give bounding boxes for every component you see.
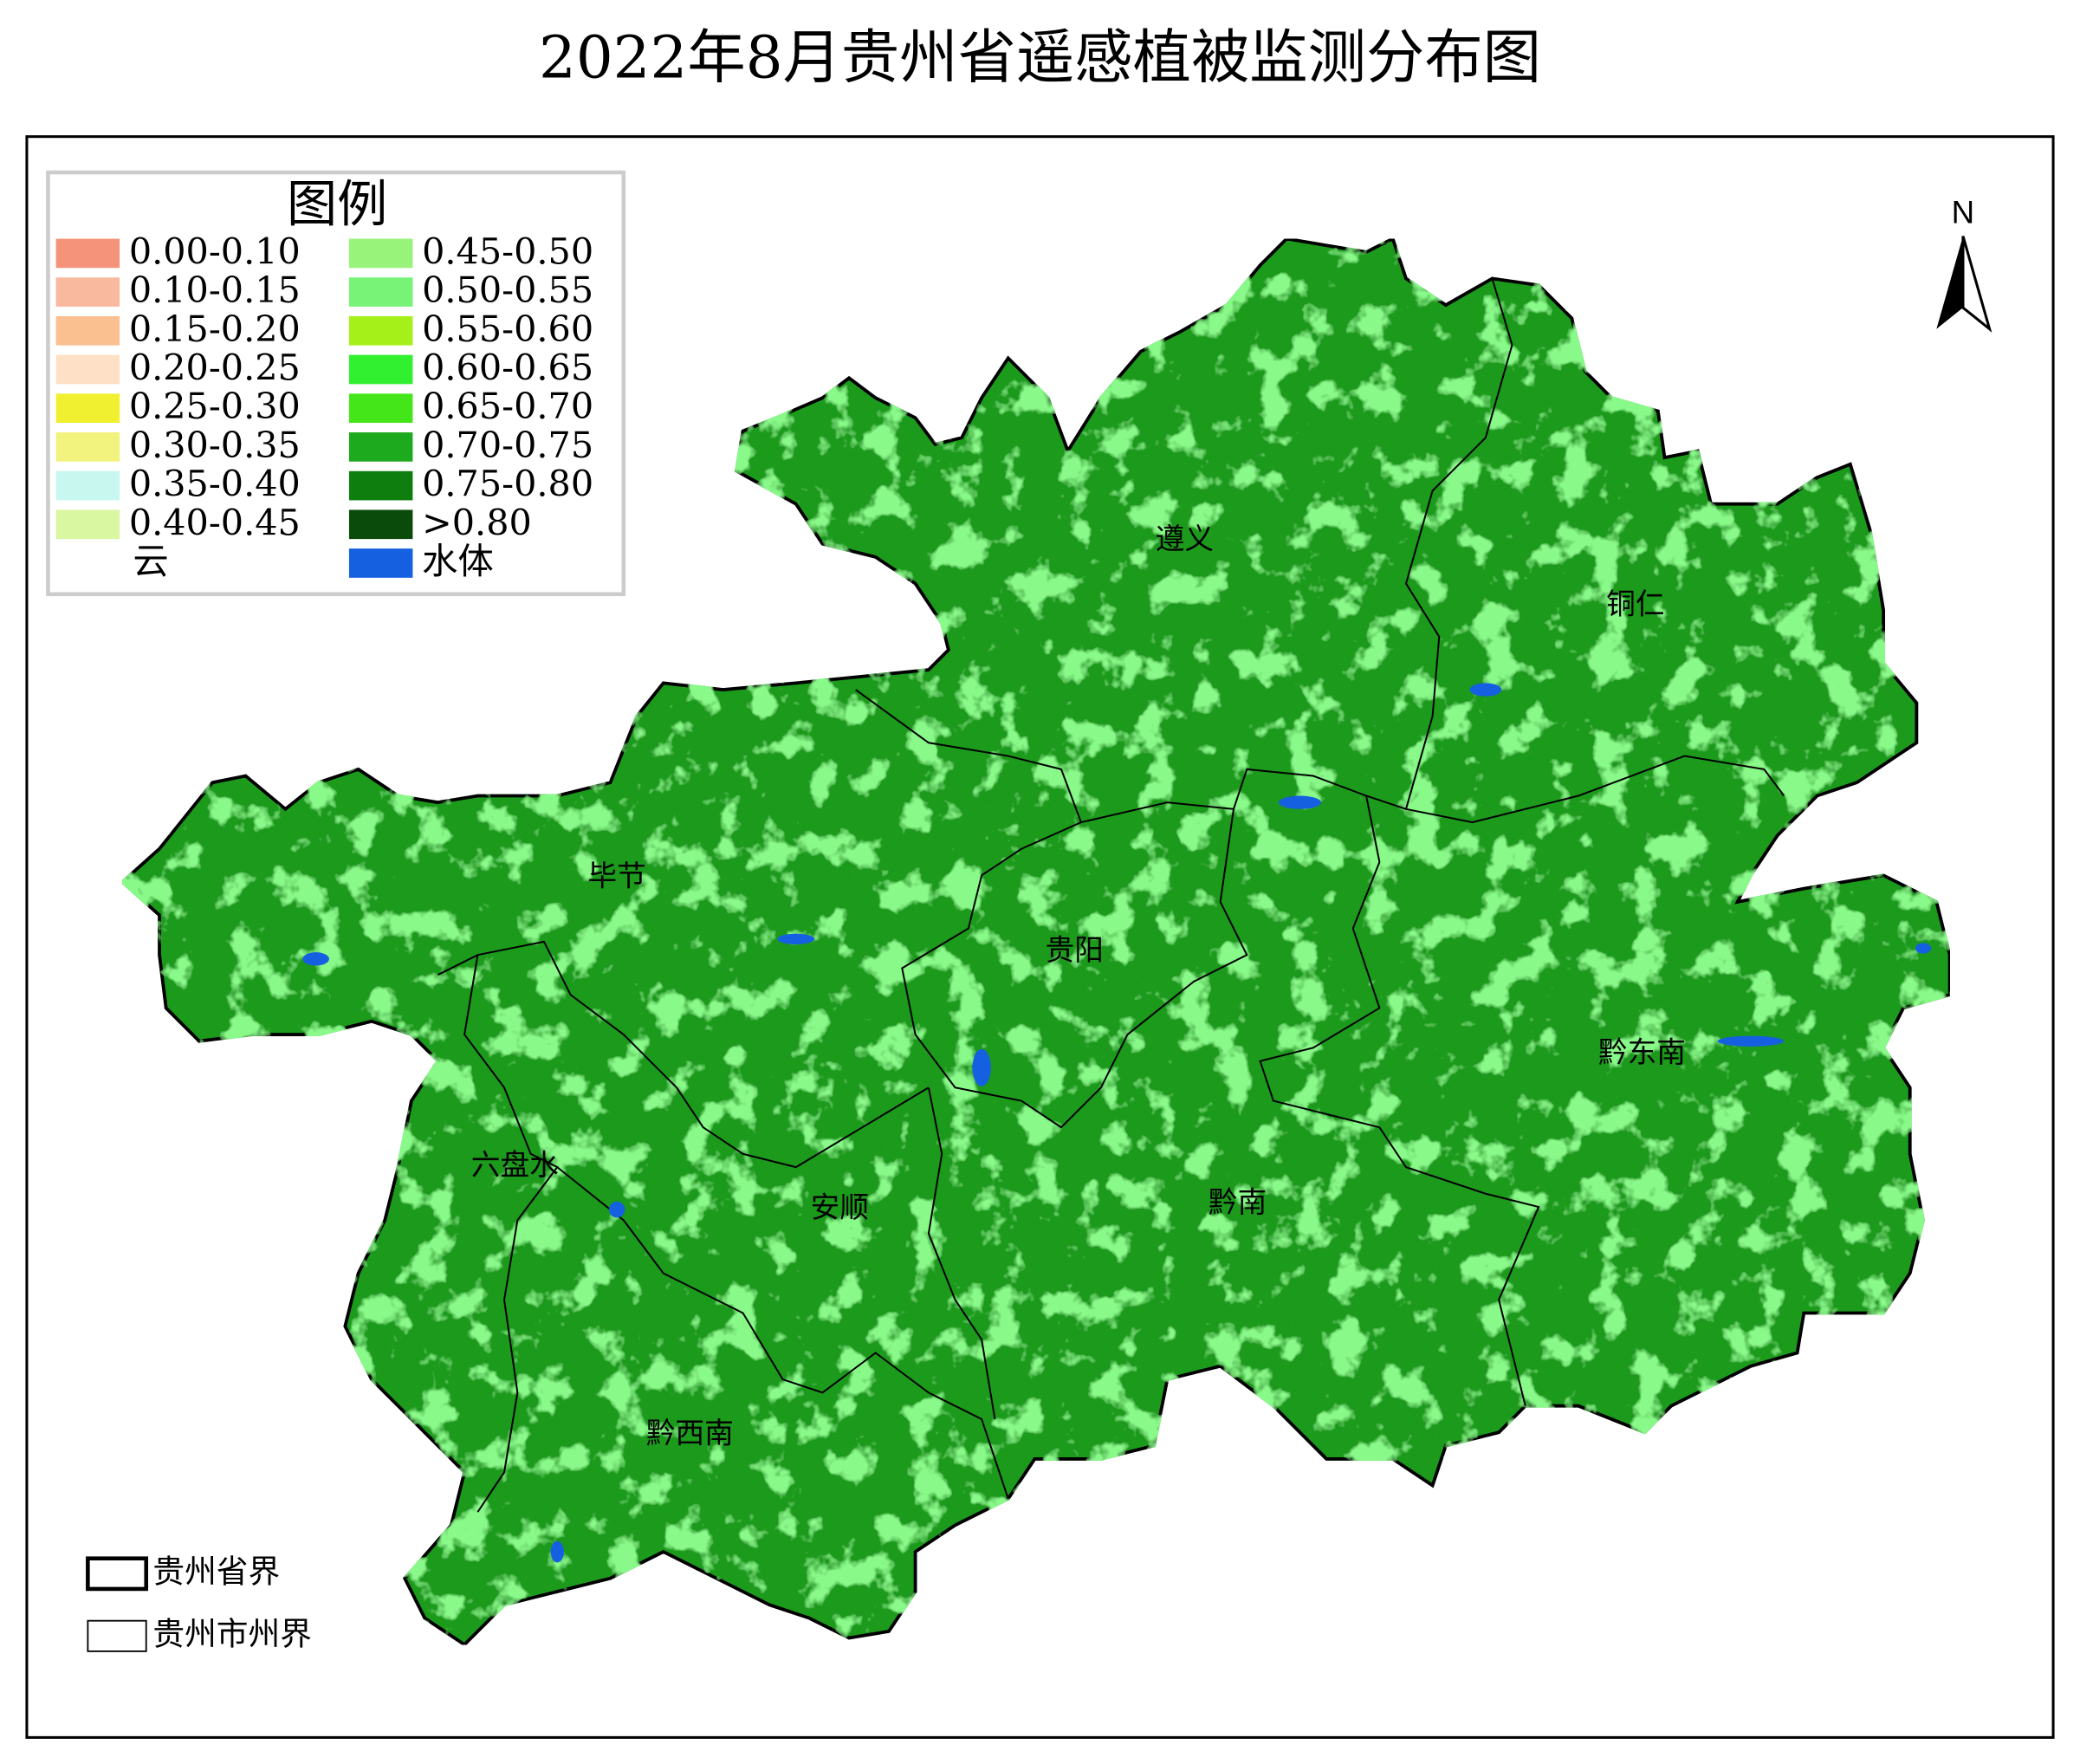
north-label: N <box>1952 195 1975 230</box>
legend-box <box>46 170 626 597</box>
region-label: 六盘水 <box>471 1148 559 1182</box>
region-label: 毕节 <box>588 859 646 892</box>
legend-swatch <box>348 238 413 269</box>
legend-label: 云 <box>133 541 168 582</box>
legend-swatch <box>348 354 413 385</box>
legend-swatch <box>55 470 120 501</box>
legend-swatch <box>55 315 120 346</box>
legend-swatch <box>348 315 413 346</box>
legend-label: 0.50-0.55 <box>422 269 593 311</box>
legend-label: 0.25-0.30 <box>129 386 301 427</box>
north-arrow-right <box>1961 236 1993 333</box>
legend-label: 0.45-0.50 <box>422 230 593 272</box>
city-boundary <box>463 955 559 1513</box>
water-body <box>972 1048 991 1086</box>
legend-label: 0.60-0.65 <box>422 347 593 389</box>
map-title: 2022年8月贵州省遥感植被监测分布图 <box>539 23 1541 91</box>
city-boundaries <box>437 278 1785 1513</box>
legend-title: 图例 <box>287 174 387 233</box>
province-area <box>120 236 1952 1647</box>
boundary-legend-label: 贵州省界 <box>152 1553 280 1591</box>
legend-swatch <box>348 470 413 501</box>
legend-label: 0.30-0.35 <box>129 425 301 466</box>
region-label: 安顺 <box>811 1190 869 1224</box>
legend-swatch <box>55 432 120 462</box>
city-boundary-swatch <box>87 1619 147 1652</box>
legend-swatch <box>55 238 120 269</box>
legend-swatch <box>348 393 413 424</box>
boundary-legend-label: 贵州市州界 <box>152 1616 312 1653</box>
city-boundary <box>1259 795 1540 1406</box>
region-label: 铜仁 <box>1606 587 1664 621</box>
legend-label: 0.10-0.15 <box>129 269 301 311</box>
legend-swatch <box>55 393 120 424</box>
legend-label: 0.00-0.10 <box>129 230 301 272</box>
legend-label: >0.80 <box>422 502 532 543</box>
legend-swatch <box>55 277 120 307</box>
legend-label: 0.40-0.45 <box>129 502 301 543</box>
legend-label: 0.55-0.60 <box>422 308 593 350</box>
water-body <box>1279 795 1322 809</box>
boundary-legend: 贵州省界 贵州市州界 <box>86 1553 312 1653</box>
region-label: 黔东南 <box>1598 1035 1686 1069</box>
city-boundary <box>901 808 1248 1129</box>
legend-label: 0.20-0.25 <box>129 347 301 389</box>
region-label: 黔西南 <box>646 1416 734 1449</box>
water-body <box>1915 943 1932 954</box>
city-boundary <box>855 689 1785 824</box>
water-body <box>550 1540 564 1563</box>
city-boundary <box>1404 278 1513 810</box>
legend-swatch <box>348 277 413 307</box>
legend-swatch <box>55 509 120 540</box>
water-body <box>1717 1035 1785 1047</box>
city-boundary <box>437 940 930 1169</box>
region-label: 贵阳 <box>1046 933 1104 967</box>
legend-swatch <box>55 354 120 385</box>
region-label: 黔南 <box>1208 1185 1267 1219</box>
city-boundary <box>556 1166 1009 1500</box>
legend-swatch <box>348 509 413 540</box>
city-boundary <box>927 1087 996 1420</box>
map-frame <box>25 135 2055 1739</box>
legend-label: 0.75-0.80 <box>422 464 593 505</box>
legend-swatch <box>348 548 413 578</box>
legend-label: 0.65-0.70 <box>422 386 593 427</box>
water-body <box>777 933 815 944</box>
legend-swatch <box>348 432 413 462</box>
region-label: 遵义 <box>1156 522 1214 556</box>
water-body <box>608 1201 625 1218</box>
legend: 图例 0.00-0.100.10-0.150.15-0.200.20-0.250… <box>46 170 626 597</box>
legend-label: 0.15-0.20 <box>129 308 301 350</box>
water-body <box>1469 683 1502 697</box>
legend-label: 0.35-0.40 <box>129 464 301 505</box>
water-bodies <box>302 683 1932 1563</box>
province-boundary-swatch <box>86 1556 149 1592</box>
legend-label: 0.70-0.75 <box>422 425 593 466</box>
legend-label: 水体 <box>422 541 494 582</box>
water-body <box>302 952 329 966</box>
